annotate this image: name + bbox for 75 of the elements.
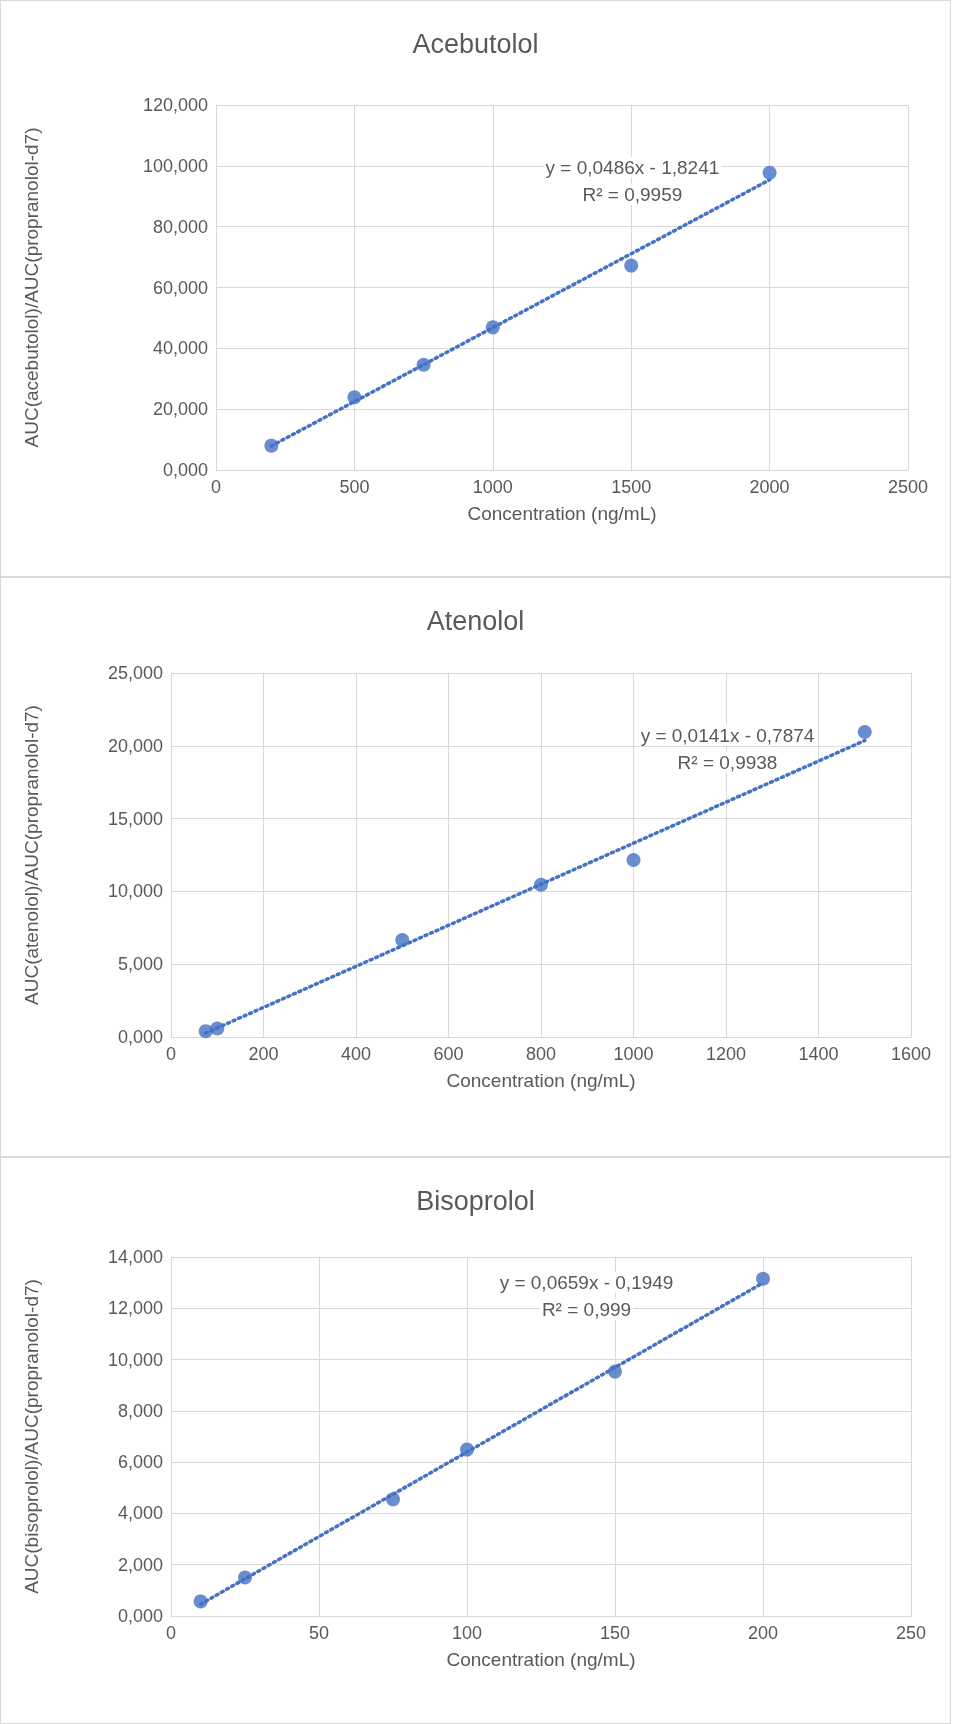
y-tick-label: 0,000: [162, 460, 208, 480]
point: [198, 1024, 213, 1039]
point: [756, 1271, 770, 1286]
x-axis-title: Concentration (ng/mL): [446, 1649, 636, 1670]
point: [626, 852, 641, 867]
y-axis-title: AUC(acebutolol)/AUC(propranolol-d7): [21, 127, 42, 448]
y-tick-label: 20,000: [107, 735, 163, 756]
y-tick-label: 60,000: [152, 277, 208, 298]
annotation: R² = 0,999: [541, 1298, 632, 1320]
x-tick-label: 1600: [890, 1044, 932, 1064]
y-tick-label: 120,000: [142, 95, 208, 115]
y-axis-title: AUC(bisoprolol)/AUC(propranolol-d7): [21, 1279, 42, 1594]
x-tick-label: 400: [340, 1044, 372, 1064]
y-tick-label: 14,000: [107, 1247, 163, 1267]
x-tick-label: 200: [248, 1044, 279, 1064]
x-tick-label: 1000: [472, 477, 513, 497]
point: [460, 1442, 474, 1457]
x-tick-label: 250: [895, 1623, 927, 1643]
annotation: R² = 0,9938: [677, 751, 778, 773]
point: [534, 877, 548, 892]
y-tick-label: 6,000: [117, 1452, 163, 1473]
chart-title: Bisoprolol: [416, 1185, 535, 1216]
x-tick-label: 600: [433, 1044, 464, 1064]
y-tick-label: 20,000: [152, 399, 208, 420]
point: [624, 258, 639, 273]
point: [395, 933, 410, 948]
point: [264, 438, 279, 453]
y-axis-title: AUC(atenolol)/AUC(propranolol-d7): [21, 705, 42, 1005]
y-tick-label: 10,000: [107, 1349, 163, 1370]
point: [416, 357, 431, 372]
y-tick-label: 4,000: [117, 1503, 163, 1524]
annotation: y = 0,0486x - 1,8241: [545, 156, 720, 178]
x-tick-label: 50: [308, 1623, 330, 1643]
point: [193, 1594, 208, 1609]
chart-title: Atenolol: [426, 605, 525, 636]
y-tick-label: 80,000: [152, 216, 208, 237]
annotation: y = 0,0141x - 0,7874: [640, 724, 815, 746]
point: [347, 390, 362, 405]
annotation: y = 0,0659x - 0,1949: [499, 1271, 674, 1293]
point: [386, 1492, 400, 1507]
point: [485, 320, 500, 335]
y-tick-label: 0,000: [117, 1027, 163, 1047]
y-tick-label: 2,000: [117, 1554, 163, 1575]
x-tick-label: 1200: [705, 1044, 747, 1064]
x-tick-label: 0: [165, 1623, 177, 1643]
point: [762, 165, 777, 180]
x-tick-label: 1500: [611, 477, 652, 497]
x-tick-label: 1000: [613, 1044, 654, 1064]
x-tick-label: 500: [339, 477, 370, 497]
point: [210, 1021, 225, 1036]
x-tick-label: 800: [525, 1044, 557, 1064]
y-tick-label: 10,000: [107, 881, 163, 902]
y-tick-label: 12,000: [107, 1298, 163, 1319]
y-tick-label: 5,000: [117, 954, 163, 975]
y-tick-label: 100,000: [142, 155, 208, 176]
x-tick-label: 0: [210, 477, 222, 497]
point: [608, 1364, 622, 1379]
x-tick-label: 150: [599, 1623, 631, 1643]
x-axis-title: Concentration (ng/mL): [446, 1070, 636, 1091]
x-tick-label: 2500: [887, 477, 929, 497]
x-tick-label: 100: [451, 1623, 483, 1643]
x-tick-label: 1400: [798, 1044, 839, 1064]
x-axis-title: Concentration (ng/mL): [467, 503, 657, 524]
chart-title: Acebutolol: [412, 28, 539, 59]
y-tick-label: 15,000: [107, 808, 163, 829]
y-tick-label: 0,000: [117, 1606, 163, 1626]
annotation: R² = 0,9959: [582, 183, 683, 205]
y-tick-label: 40,000: [152, 338, 208, 359]
point: [238, 1570, 252, 1585]
x-tick-label: 200: [747, 1623, 779, 1643]
x-tick-label: 0: [165, 1044, 177, 1064]
y-tick-label: 8,000: [117, 1400, 163, 1421]
y-tick-label: 25,000: [107, 663, 163, 683]
x-tick-label: 2000: [749, 477, 790, 497]
point: [857, 724, 872, 739]
